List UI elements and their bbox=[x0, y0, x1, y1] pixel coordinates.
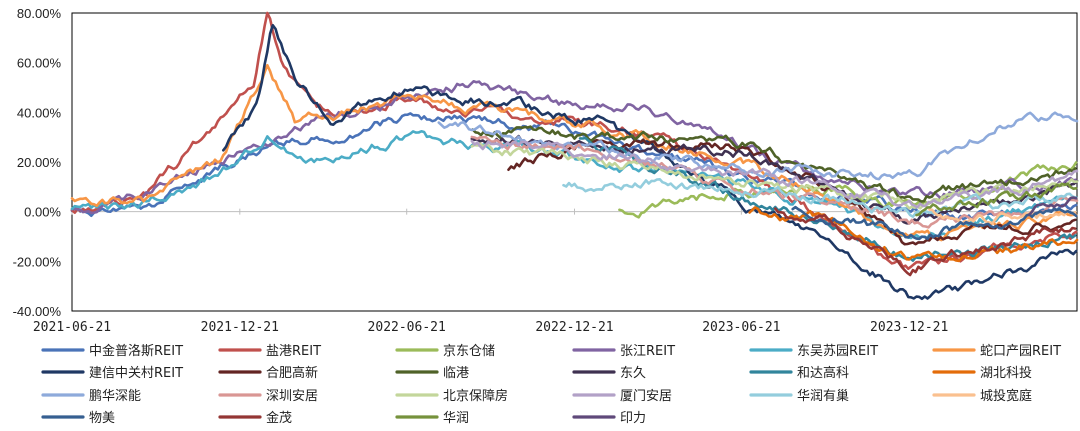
legend-label: 建信中关村REIT bbox=[89, 366, 183, 381]
legend-label: 深圳安居 bbox=[266, 389, 318, 404]
y-tick-label: 80.00% bbox=[17, 6, 62, 21]
series-line bbox=[915, 182, 1078, 217]
x-axis-ticks: 2021-06-21 2021-12-21 2022-06-21 2022-12-21… bbox=[33, 208, 948, 335]
y-tick-label: 0.00% bbox=[24, 205, 61, 220]
legend-label: 华润有巢 bbox=[797, 389, 849, 404]
series-line bbox=[70, 11, 1078, 271]
series-line bbox=[748, 206, 1079, 263]
legend-label: 鹏华深能 bbox=[89, 389, 141, 404]
series-line bbox=[773, 207, 1077, 277]
x-tick-label: 2022-12-21 bbox=[535, 320, 613, 335]
series-line bbox=[470, 139, 1079, 209]
legend-label: 临港 bbox=[443, 366, 469, 381]
legend: 中金普洛斯REIT 盐港REIT 京东仓储 张江REIT 东吴苏园REIT 蛇口产园REI… bbox=[41, 343, 1061, 426]
legend-label: 城投宽庭 bbox=[980, 388, 1032, 404]
legend-label: 湖北科投 bbox=[980, 365, 1032, 381]
legend-label: 物美 bbox=[89, 411, 115, 426]
series-line bbox=[70, 80, 1078, 215]
x-tick-label: 2021-06-21 bbox=[33, 320, 111, 335]
legend-label: 京东仓储 bbox=[443, 344, 495, 359]
x-tick-label: 2021-12-21 bbox=[201, 320, 279, 335]
legend-label: 盐港REIT bbox=[266, 344, 321, 359]
y-tick-label: -40.00% bbox=[13, 304, 62, 319]
legend-label: 蛇口产园REIT bbox=[980, 344, 1061, 359]
series-line bbox=[1028, 196, 1078, 216]
x-tick-label: 2023-12-21 bbox=[870, 320, 948, 335]
legend-label: 东久 bbox=[620, 366, 646, 381]
legend-label: 北京保障房 bbox=[443, 388, 508, 404]
y-tick-label: 60.00% bbox=[17, 56, 62, 71]
y-axis-ticks: -40.00% -20.00% 0.00% 20.00% 40.00% 60.00% 80.… bbox=[13, 6, 62, 319]
x-tick-label: 2023-06-21 bbox=[702, 320, 780, 335]
series-line bbox=[437, 111, 1079, 181]
legend-label: 中金普洛斯REIT bbox=[89, 343, 183, 359]
legend-label: 和达高科 bbox=[797, 365, 849, 381]
y-tick-label: 20.00% bbox=[17, 155, 62, 170]
series-lines bbox=[70, 11, 1079, 301]
plot-border bbox=[71, 12, 1078, 312]
legend-label: 东吴苏园REIT bbox=[797, 343, 878, 359]
legend-label: 金茂 bbox=[266, 410, 292, 426]
legend-label: 合肥高新 bbox=[266, 365, 318, 381]
legend-label: 华润 bbox=[443, 411, 469, 426]
y-tick-label: -20.00% bbox=[13, 254, 62, 269]
x-tick-label: 2022-06-21 bbox=[368, 320, 446, 335]
legend-label: 厦门安居 bbox=[620, 389, 672, 404]
series-line bbox=[928, 208, 1077, 225]
plot-frame bbox=[71, 12, 1078, 312]
series-line bbox=[562, 178, 1077, 218]
y-tick-label: 40.00% bbox=[17, 105, 62, 120]
legend-label: 张江REIT bbox=[620, 344, 675, 359]
series-line bbox=[471, 125, 1077, 203]
legend-label: 印力 bbox=[620, 411, 646, 426]
